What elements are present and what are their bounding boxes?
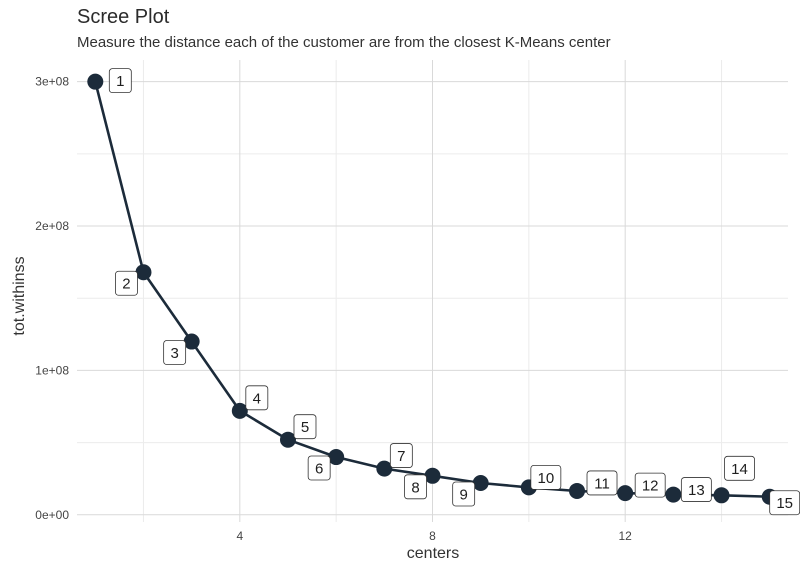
point-label-box [293,414,317,440]
point-label: 13 [680,477,712,502]
point-label-box [586,470,618,496]
point-label-box [245,385,269,411]
point-label-text: 7 [397,448,405,465]
x-tick-label: 12 [619,529,633,543]
y-tick-label: 3e+08 [35,75,69,89]
point-label: 9 [452,481,476,507]
point-label: 5 [293,414,317,440]
point-label-text: 10 [537,470,554,487]
x-tick-label: 8 [429,529,436,543]
x-tick-label: 4 [236,529,243,543]
data-point [713,487,730,504]
point-label-text: 9 [459,487,467,504]
point-label-box [634,472,666,498]
point-label-box [724,455,755,481]
point-label-text: 12 [642,478,659,495]
y-tick-label: 0e+00 [35,508,69,522]
point-label: 4 [245,385,269,411]
y-axis-title: tot.withinss [11,256,28,335]
data-point [472,475,489,492]
point-label: 10 [530,464,562,490]
point-label: 3 [163,340,187,365]
y-tick-label: 1e+08 [35,363,69,377]
point-label-text: 5 [301,419,309,436]
point-label-box [108,68,132,94]
point-label-text: 11 [594,475,610,492]
data-point [665,486,682,503]
point-label: 11 [586,470,618,496]
point-label-text: 4 [253,390,261,407]
grid-lines [77,60,788,522]
data-point [231,402,248,419]
data-point [183,333,200,350]
data-point [135,264,152,281]
x-axis-title: centers [407,545,459,562]
point-label: 15 [769,490,800,516]
point-label-box [389,443,413,468]
data-points [87,73,778,505]
point-label: 12 [634,472,666,498]
point-label: 8 [404,474,427,500]
point-label-text: 6 [315,461,323,478]
data-point [424,467,441,484]
data-point [617,485,634,502]
point-label-text: 8 [411,479,419,496]
chart-title: Scree Plot [77,6,170,28]
point-label-text: 2 [122,276,130,293]
point-label: 2 [115,270,138,296]
point-label: 1 [108,68,132,94]
y-tick-label: 2e+08 [35,219,69,233]
data-point [279,431,296,448]
point-label-box [404,474,427,500]
point-label: 14 [724,455,755,481]
data-point [328,449,345,466]
point-label-box [115,270,138,296]
chart-subtitle: Measure the distance each of the custome… [77,34,611,51]
point-label-box [307,455,331,481]
point-label-box [530,464,562,490]
data-point [376,460,393,477]
point-label-text: 3 [170,345,178,362]
data-point [569,482,586,499]
point-label-text: 1 [116,73,124,90]
data-point [87,73,104,90]
point-label-text: 14 [731,461,748,478]
point-label-box [680,477,712,502]
point-label-text: 15 [776,495,793,512]
point-label-box [452,481,476,507]
point-label: 7 [389,443,413,468]
point-label-box [163,340,187,365]
point-label: 6 [307,455,331,481]
point-label-text: 13 [688,482,705,499]
